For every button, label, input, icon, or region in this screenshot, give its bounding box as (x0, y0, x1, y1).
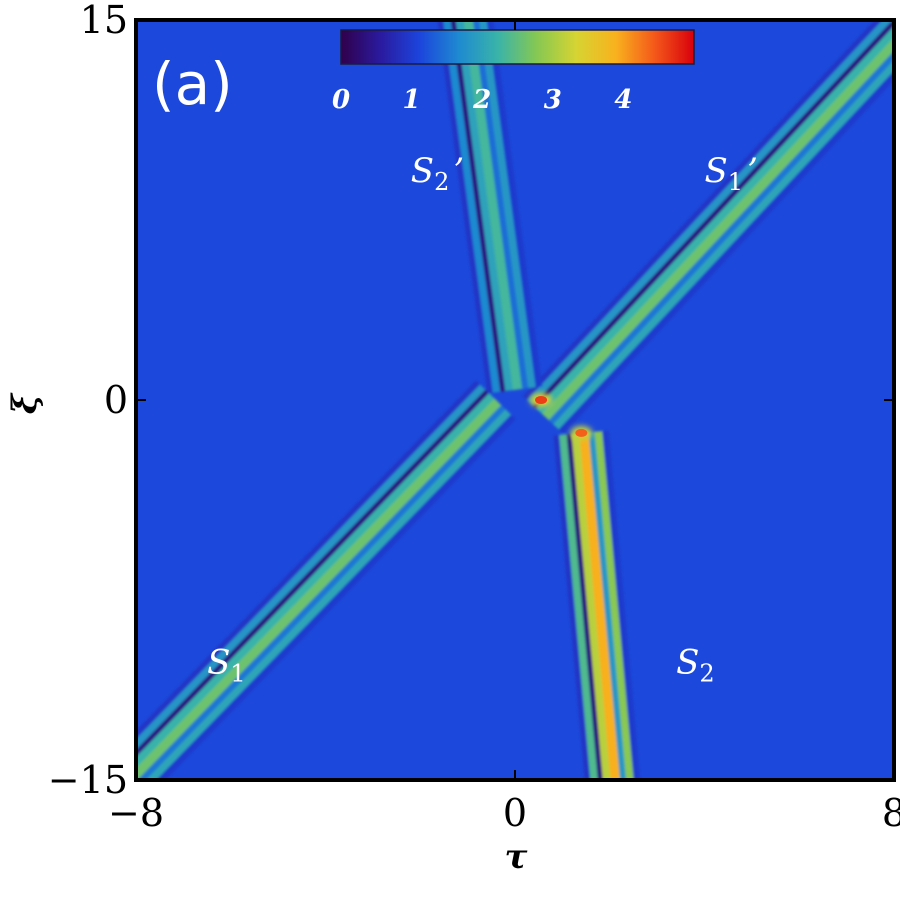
soliton-stripe (566, 433, 606, 780)
soliton-stripe (437, 20, 495, 394)
colorbar-gradient (340, 29, 695, 65)
x-tick-label: 0 (503, 791, 527, 835)
soliton-stripe (558, 70, 894, 435)
y-axis-title: ξ (5, 392, 45, 414)
soliton-stripe (559, 434, 600, 780)
colorbar-tick-label: 2 (472, 85, 491, 115)
soliton-stripe (156, 414, 516, 780)
soliton-stripe (541, 37, 894, 422)
x-tick-label: −8 (108, 791, 164, 835)
soliton-stripe (136, 393, 498, 774)
colorbar: 0 1 2 3 4 (332, 29, 695, 115)
soliton-stripe (553, 59, 894, 431)
soliton-stripe (522, 20, 886, 402)
hotspot-core (575, 428, 588, 437)
soliton-stripe (588, 431, 628, 780)
y-tick-label: 0 (104, 378, 128, 422)
hotspot-core (535, 396, 548, 404)
soliton-stripe (602, 430, 641, 780)
soliton-stripe (579, 432, 623, 780)
soliton-stripe (145, 409, 512, 780)
soliton-stripes (136, 20, 894, 780)
soliton-stripe (532, 20, 894, 411)
colorbar-tick-label: 1 (403, 85, 421, 115)
soliton-stripe (136, 398, 504, 780)
soliton-1-prime-band (522, 20, 894, 435)
soliton-stripe (553, 434, 593, 780)
soliton-stripe (594, 430, 635, 780)
y-tick-label: −15 (48, 758, 128, 802)
soliton-1-band (136, 380, 516, 780)
y-tick-label: 15 (80, 0, 128, 42)
soliton-stripe (136, 380, 482, 742)
x-axis-ticks: −8 0 8 (108, 20, 900, 835)
soliton-stripe (527, 20, 894, 407)
soliton-2-band (553, 430, 641, 780)
soliton-stripe (450, 20, 508, 392)
colorbar-tick-label: 3 (544, 85, 562, 115)
y-axis-ticks: 15 0 −15 (48, 0, 894, 802)
soliton-stripe (137, 404, 507, 780)
soliton-stripe (136, 384, 487, 753)
x-tick-label: 8 (882, 791, 900, 835)
colorbar-tick-label: 4 (614, 85, 632, 115)
soliton-stripe (536, 25, 894, 417)
soliton-stripe (443, 20, 503, 393)
colorbar-tick-label: 0 (332, 85, 350, 115)
soliton-stripe (548, 50, 894, 426)
colorbar-tick-labels: 0 1 2 3 4 (332, 85, 632, 115)
heatmap-plot-area (136, 20, 894, 780)
x-axis-title: τ (505, 837, 528, 877)
soliton-stripe (455, 20, 518, 392)
soliton-stripe (571, 432, 615, 780)
soliton-stripe (136, 389, 491, 761)
panel-label: (a) (152, 50, 233, 118)
interaction-hotspots (530, 393, 593, 440)
